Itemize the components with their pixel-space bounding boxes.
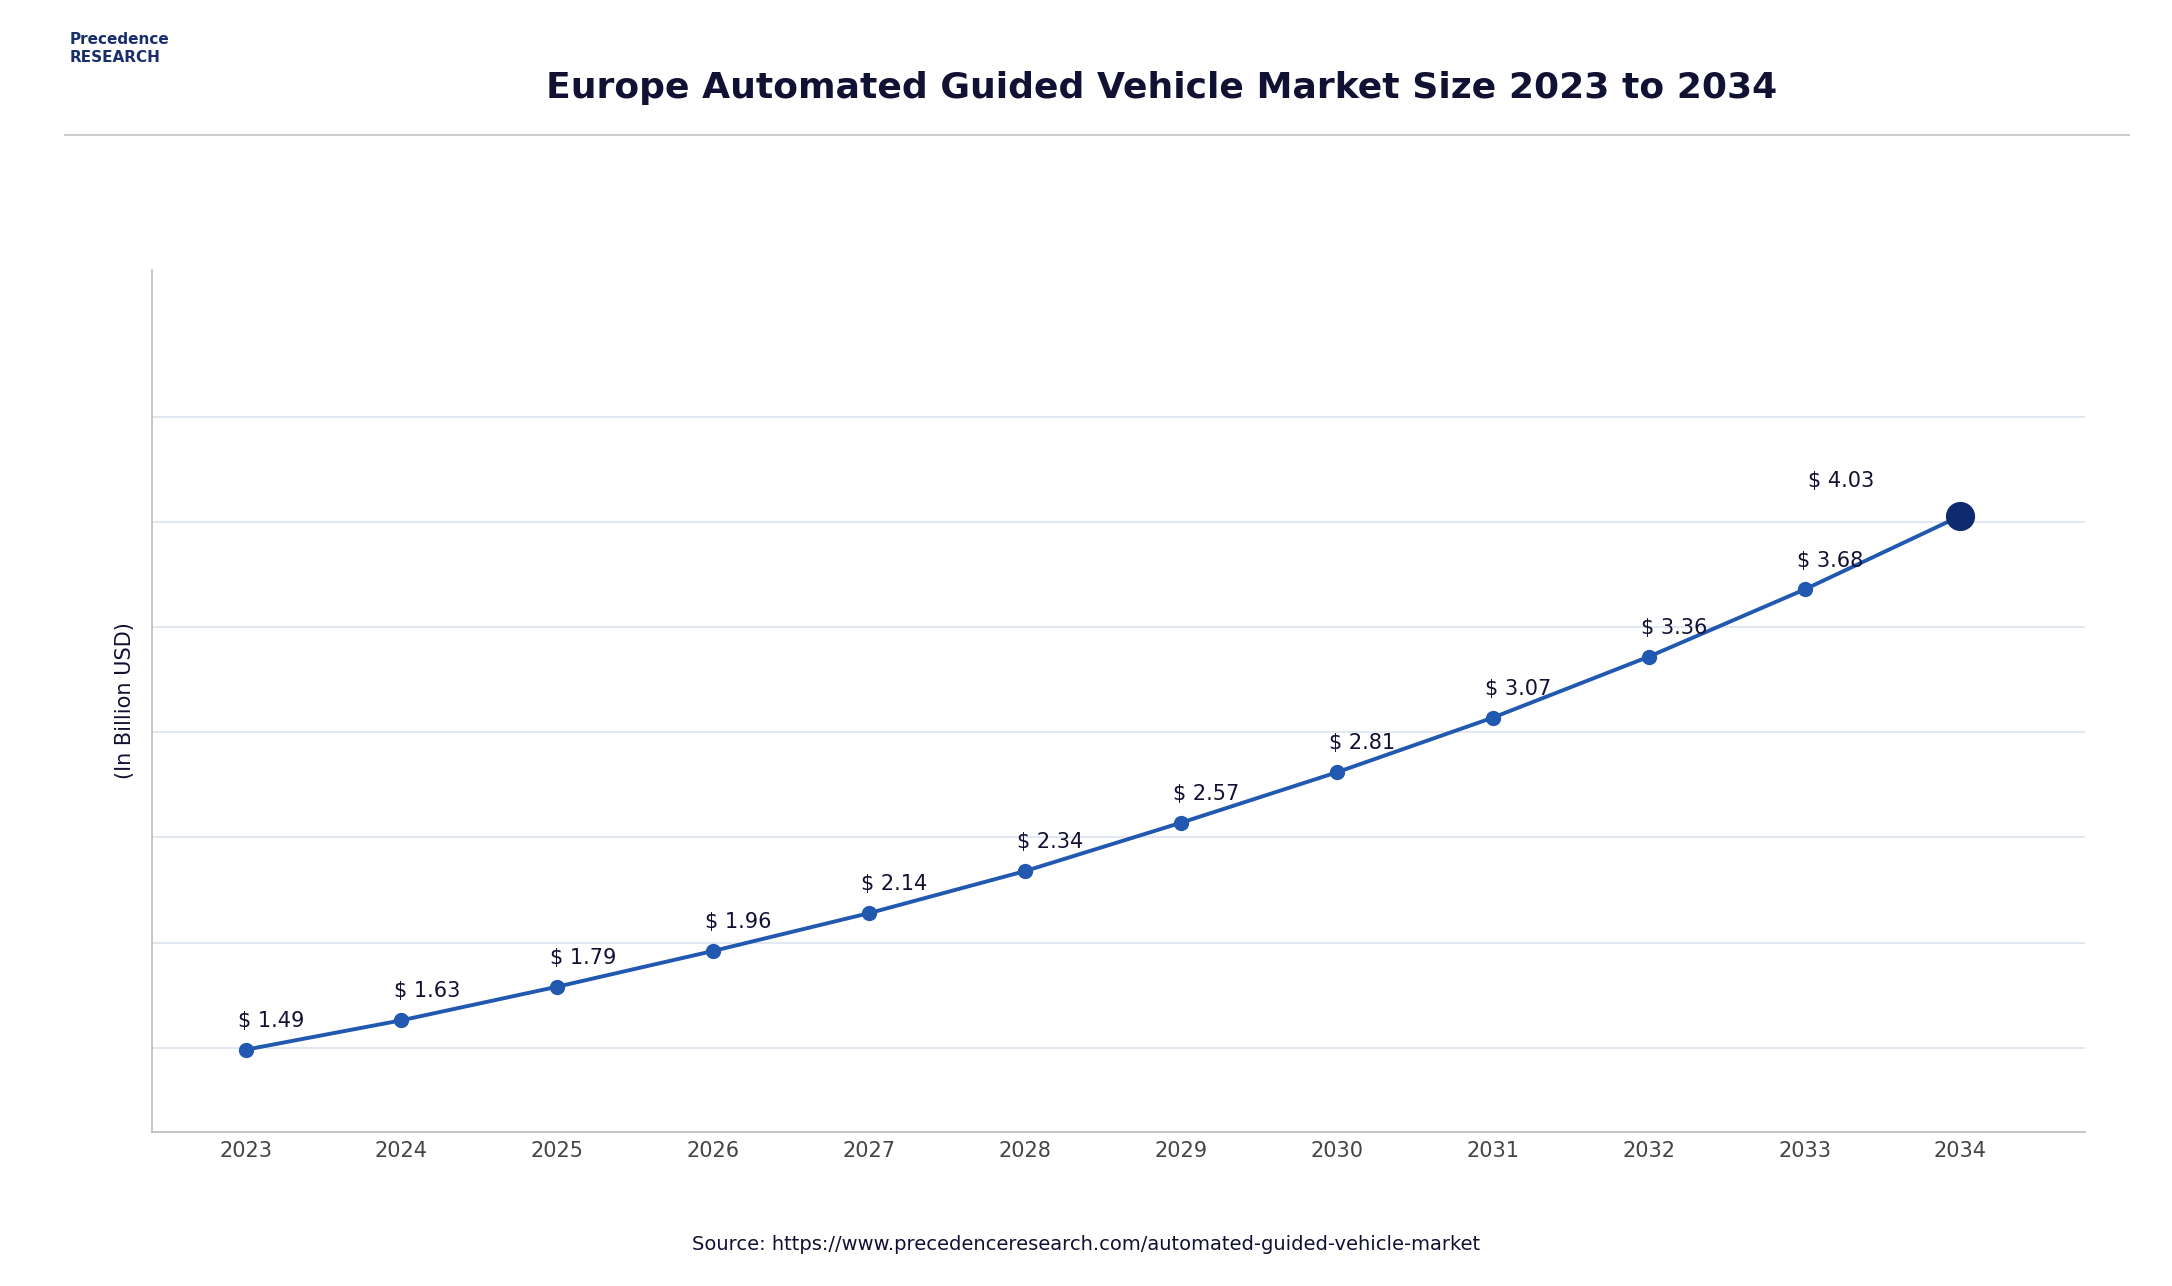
Text: $ 2.81: $ 2.81 xyxy=(1329,733,1394,754)
Text: $ 4.03: $ 4.03 xyxy=(1809,471,1874,491)
Text: $ 2.34: $ 2.34 xyxy=(1016,832,1084,853)
Text: $ 1.49: $ 1.49 xyxy=(237,1011,304,1031)
Text: Precedence
RESEARCH: Precedence RESEARCH xyxy=(70,32,169,64)
Text: $ 1.96: $ 1.96 xyxy=(706,912,771,932)
Text: $ 2.14: $ 2.14 xyxy=(862,874,927,894)
Text: $ 2.57: $ 2.57 xyxy=(1173,784,1240,804)
Text: Source: https://www.precedenceresearch.com/automated-guided-vehicle-market: Source: https://www.precedenceresearch.c… xyxy=(693,1235,1479,1254)
Text: $ 1.63: $ 1.63 xyxy=(393,981,460,1002)
Text: Europe Automated Guided Vehicle Market Size 2023 to 2034: Europe Automated Guided Vehicle Market S… xyxy=(547,71,1777,104)
Text: $ 3.07: $ 3.07 xyxy=(1486,679,1551,698)
Text: $ 3.68: $ 3.68 xyxy=(1796,550,1864,571)
Text: $ 3.36: $ 3.36 xyxy=(1640,617,1707,638)
Text: $ 1.79: $ 1.79 xyxy=(550,948,617,968)
Y-axis label: (In Billion USD): (In Billion USD) xyxy=(115,622,135,779)
